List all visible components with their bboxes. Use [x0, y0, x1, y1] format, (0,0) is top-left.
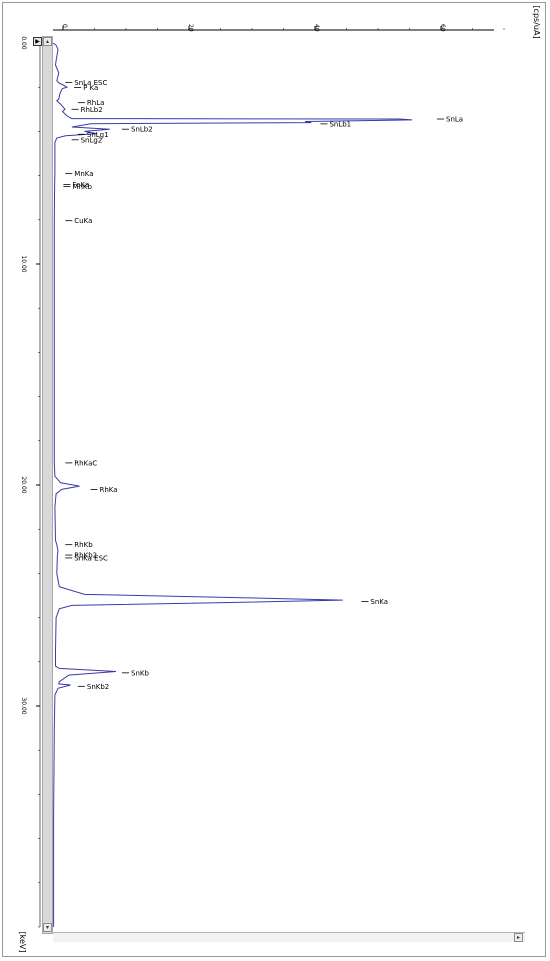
intensity-tick-label: 0: [61, 24, 68, 28]
minor-ticks: [38, 28, 505, 928]
peak-label: MnKb: [72, 183, 92, 191]
scroll-up-button[interactable]: ▴: [43, 37, 52, 46]
peak-label: RhLb2: [81, 106, 103, 114]
y-axis-title: [cps/uA]: [532, 5, 541, 38]
horizontal-scrollbar[interactable]: [53, 932, 525, 942]
peak-label: SnLg2: [81, 136, 103, 144]
energy-tick-label: 0.00: [20, 36, 27, 50]
scroll-right-button[interactable]: ▸: [514, 933, 523, 942]
energy-tick-label: 10.00: [20, 255, 27, 272]
peak-label: RhKaC: [74, 459, 97, 467]
peak-label: FeKa: [72, 181, 89, 189]
peak-label: RhKb2: [74, 552, 97, 560]
peak-label: RhLa: [87, 99, 105, 107]
peak-label: SnLg1: [87, 131, 109, 139]
intensity-tick-label: 60: [439, 24, 446, 32]
scroll-down-button[interactable]: ▾: [43, 923, 52, 932]
x-axis-title: [keV]: [18, 932, 27, 953]
peak-label: SnLb2: [131, 126, 153, 134]
peak-label: SnKa: [370, 598, 388, 606]
spectrum-line: [52, 42, 413, 927]
energy-tick-label: 30.00: [20, 697, 27, 714]
peak-label: CuKa: [74, 217, 92, 225]
peak-label: RhKa: [100, 486, 118, 494]
intensity-tick-label: 40: [313, 24, 320, 32]
axis-layer: 0 20 40 60 0.00 10.00 20.00 30.00: [20, 24, 494, 927]
intensity-tick-label: 20: [187, 24, 194, 32]
peak-label: SnKb2: [87, 683, 109, 691]
vertical-scrollbar[interactable]: [42, 36, 53, 934]
peak-label: P Ka: [83, 84, 98, 92]
peak-label: SnLb1: [329, 120, 351, 128]
peak-label: MnKa: [74, 170, 93, 178]
energy-tick-label: 20.00: [20, 476, 27, 493]
nav-arrow-button[interactable]: ▶: [33, 37, 42, 46]
peak-label: SnLa ESC: [74, 79, 107, 87]
peak-label: SnKb: [131, 669, 149, 677]
peak-label: RhKb: [74, 541, 93, 549]
peak-label: SnKa ESC: [74, 554, 108, 562]
peak-label: SnLa: [446, 116, 463, 124]
